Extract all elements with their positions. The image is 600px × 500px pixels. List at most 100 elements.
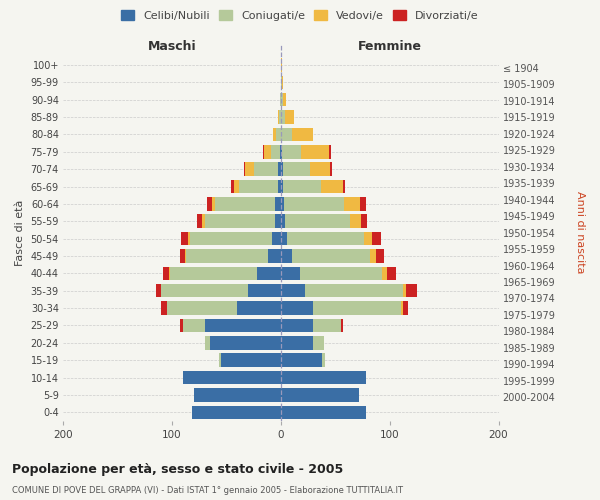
Bar — [281, 58, 282, 71]
Bar — [188, 232, 190, 245]
Bar — [169, 266, 170, 280]
Bar — [205, 318, 281, 332]
Bar — [185, 249, 186, 263]
Bar — [191, 406, 281, 419]
Bar — [231, 180, 234, 194]
Bar — [245, 162, 254, 176]
Bar — [244, 162, 245, 176]
Bar — [202, 214, 205, 228]
Bar — [401, 302, 403, 315]
Bar — [207, 197, 212, 210]
Bar — [350, 214, 361, 228]
Bar — [190, 232, 272, 245]
Bar — [376, 249, 384, 263]
Bar — [281, 249, 292, 263]
Bar — [278, 162, 281, 176]
Bar — [281, 284, 305, 298]
Bar — [281, 318, 313, 332]
Bar — [205, 214, 275, 228]
Bar — [186, 249, 268, 263]
Bar — [281, 93, 283, 106]
Bar — [283, 180, 321, 194]
Bar — [330, 162, 332, 176]
Bar — [282, 145, 301, 158]
Bar — [283, 93, 286, 106]
Bar — [287, 232, 364, 245]
Bar — [382, 266, 388, 280]
Bar — [281, 145, 282, 158]
Bar — [212, 197, 215, 210]
Bar — [370, 249, 376, 263]
Bar — [163, 266, 169, 280]
Bar — [284, 197, 344, 210]
Bar — [181, 232, 188, 245]
Bar — [281, 388, 359, 402]
Bar — [277, 128, 281, 141]
Bar — [170, 266, 257, 280]
Bar — [281, 197, 284, 210]
Bar — [310, 162, 330, 176]
Bar — [388, 266, 396, 280]
Bar — [271, 145, 280, 158]
Bar — [219, 354, 221, 367]
Legend: Celibi/Nubili, Coniugati/e, Vedovi/e, Divorziati/e: Celibi/Nubili, Coniugati/e, Vedovi/e, Di… — [117, 6, 483, 25]
Text: COMUNE DI POVE DEL GRAPPA (VI) - Dati ISTAT 1° gennaio 2005 - Elaborazione TUTTI: COMUNE DI POVE DEL GRAPPA (VI) - Dati IS… — [12, 486, 403, 495]
Bar — [210, 336, 281, 349]
Bar — [263, 145, 265, 158]
Bar — [372, 232, 381, 245]
Bar — [280, 93, 281, 106]
Bar — [237, 302, 281, 315]
Bar — [183, 318, 205, 332]
Y-axis label: Anni di nascita: Anni di nascita — [575, 192, 585, 274]
Bar — [273, 128, 277, 141]
Bar — [281, 110, 285, 124]
Bar — [403, 302, 408, 315]
Bar — [301, 266, 382, 280]
Bar — [343, 180, 345, 194]
Bar — [364, 232, 372, 245]
Bar — [167, 302, 237, 315]
Bar — [275, 197, 281, 210]
Bar — [280, 145, 281, 158]
Bar — [194, 388, 281, 402]
Bar — [285, 214, 350, 228]
Bar — [403, 284, 406, 298]
Bar — [313, 318, 341, 332]
Bar — [281, 232, 287, 245]
Bar — [278, 180, 281, 194]
Bar — [281, 406, 366, 419]
Text: Maschi: Maschi — [148, 40, 196, 53]
Bar — [329, 145, 331, 158]
Bar — [281, 354, 322, 367]
Bar — [344, 197, 360, 210]
Bar — [285, 110, 294, 124]
Bar — [292, 249, 370, 263]
Bar — [257, 266, 281, 280]
Y-axis label: Fasce di età: Fasce di età — [15, 200, 25, 266]
Bar — [179, 249, 185, 263]
Bar — [215, 197, 275, 210]
Bar — [155, 284, 161, 298]
Bar — [281, 266, 301, 280]
Bar — [234, 180, 239, 194]
Text: Femmine: Femmine — [358, 40, 422, 53]
Bar — [360, 197, 366, 210]
Bar — [272, 232, 281, 245]
Bar — [281, 128, 292, 141]
Bar — [283, 162, 310, 176]
Bar — [305, 284, 403, 298]
Bar — [268, 249, 281, 263]
Bar — [281, 371, 366, 384]
Bar — [281, 162, 283, 176]
Bar — [278, 110, 281, 124]
Bar — [321, 180, 343, 194]
Bar — [301, 145, 329, 158]
Bar — [275, 214, 281, 228]
Bar — [406, 284, 417, 298]
Bar — [281, 180, 283, 194]
Bar — [281, 336, 313, 349]
Bar — [221, 354, 281, 367]
Bar — [281, 302, 313, 315]
Bar — [282, 76, 283, 89]
Bar — [313, 336, 325, 349]
